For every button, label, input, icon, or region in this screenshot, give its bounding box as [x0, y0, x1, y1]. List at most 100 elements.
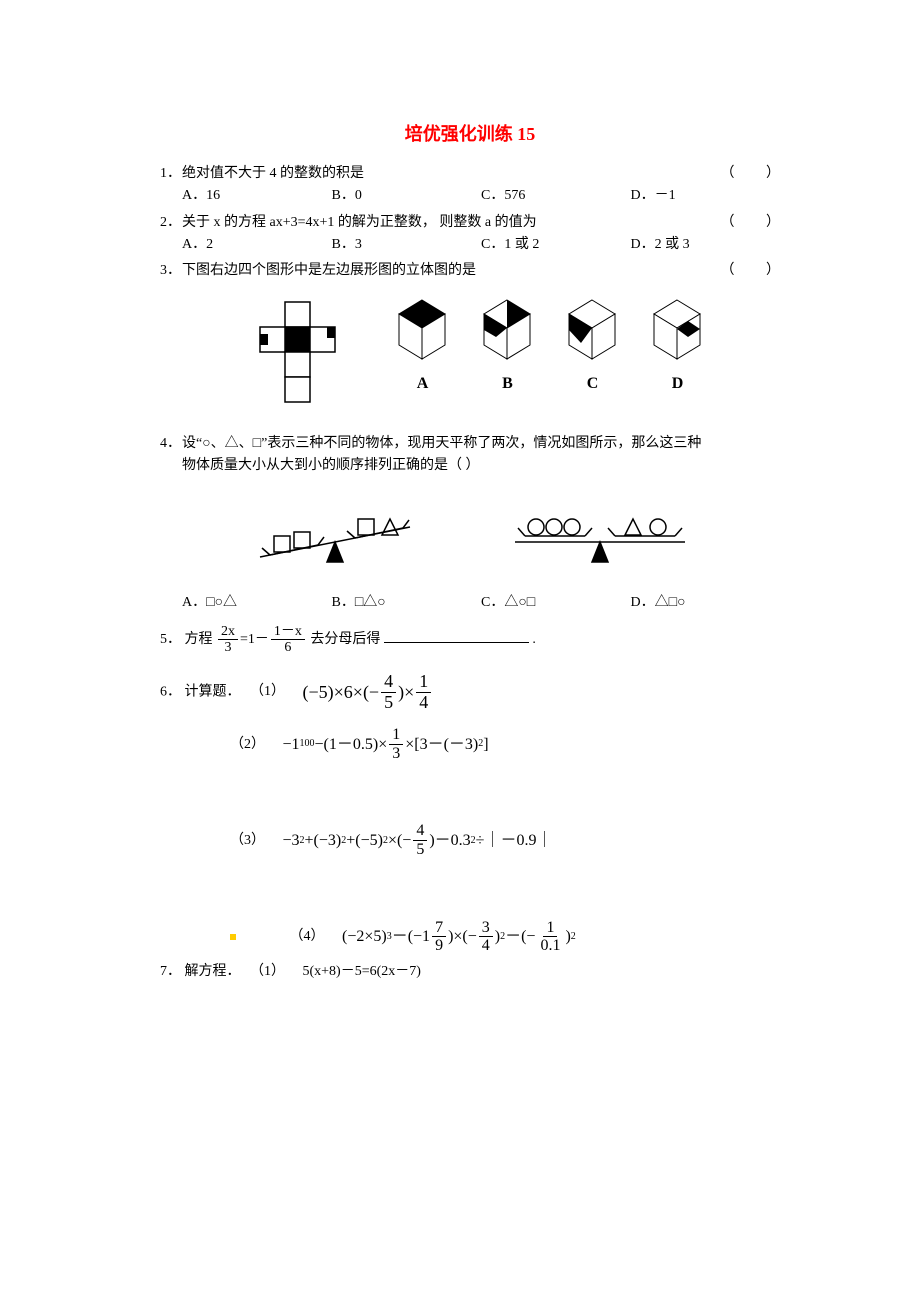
- q6p4-f2d: 4: [479, 937, 493, 955]
- q6p2-a: −1: [283, 732, 300, 758]
- q7-label: 解方程．: [185, 964, 241, 979]
- q4-number: 4．: [160, 433, 182, 455]
- cube-d: [650, 297, 705, 367]
- q6p2-expr: −1100 −(1－0.5)× 13 ×[3－(－3)2 ]: [283, 726, 489, 762]
- q2-opt-d: D．2 或 3: [631, 234, 781, 256]
- cube-a: [395, 297, 450, 367]
- question-4: 4． 设“○、△、□”表示三种不同的物体，现用天平称了两次，情况如图所示，那么这…: [160, 433, 780, 614]
- q6p3-f: ÷｜－0.9｜: [476, 828, 553, 854]
- q7p1-expr: 5(x+8)－5=6(2x－7): [303, 964, 421, 979]
- q6p1-f1d: 5: [381, 693, 396, 713]
- q6p4-f2n: 3: [479, 919, 493, 938]
- cube-d-label: D: [672, 371, 684, 397]
- q6p4-f1d: 9: [432, 937, 446, 955]
- q4-opt-d: D．△□○: [631, 592, 781, 614]
- q6p1-label: （1）: [250, 684, 285, 699]
- q5-blank: [384, 628, 529, 643]
- q5-mid: =1－: [240, 629, 269, 651]
- question-5: 5． 方程 2x 3 =1－ 1－x 6 去分母后得 .: [160, 624, 780, 656]
- q5-number: 5．: [160, 632, 181, 647]
- q5-suffix1: 去分母后得: [310, 632, 380, 647]
- q1-opt-b: B．0: [332, 185, 482, 207]
- q4-line1: 设“○、△、□”表示三种不同的物体，现用天平称了两次，情况如图所示，那么这三种: [182, 433, 780, 455]
- q6p3: （3） −32 +(−3)2 +(−5)2 ×(− 45 )－0.32 ÷｜－0…: [230, 822, 780, 858]
- q4-line2: 物体质量大小从大到小的顺序排列正确的是（ ）: [160, 455, 780, 477]
- q2-blank: （ ）: [721, 212, 781, 234]
- q6p4-a: (−2×5): [342, 924, 387, 950]
- q6p3-fn: 4: [413, 822, 427, 841]
- q6p3-fd: 5: [413, 841, 427, 859]
- cube-b-label: B: [502, 371, 513, 397]
- q6p3-a: −3: [283, 828, 300, 854]
- q6p4-label: （4）: [290, 929, 325, 944]
- q5-frac1: 2x 3: [218, 624, 238, 656]
- q4-opt-a: A．□○△: [182, 592, 332, 614]
- q6p3-expr: −32 +(−3)2 +(−5)2 ×(− 45 )－0.32 ÷｜－0.9｜: [283, 822, 553, 858]
- q1-opt-c: C．576: [481, 185, 631, 207]
- question-2: 2． 关于 x 的方程 ax+3=4x+1 的解为正整数， 则整数 a 的值为 …: [160, 212, 780, 257]
- net-figure: [235, 297, 365, 407]
- q6p2-fd: 3: [389, 745, 403, 763]
- q6p4-f3n: 1: [543, 919, 557, 938]
- yellow-marker: [230, 934, 236, 940]
- q6p3-c: +(−5): [346, 828, 383, 854]
- q6p1-f1n: 4: [381, 672, 396, 693]
- cube-c-label: C: [587, 371, 599, 397]
- q6p4-ex3: 2: [571, 929, 576, 945]
- cube-c: [565, 297, 620, 367]
- q6p2-b: −(1－0.5)×: [315, 732, 388, 758]
- q5-f2-den: 6: [281, 640, 294, 655]
- q6p2-c: ×[3－(－3): [405, 732, 478, 758]
- question-7: 7． 解方程． （1） 5(x+8)－5=6(2x－7): [160, 961, 780, 983]
- q6p1-f2d: 4: [416, 693, 431, 713]
- q6p2-label: （2）: [230, 737, 265, 752]
- q6p2-exp: 100: [300, 736, 315, 752]
- q5-f1-den: 3: [222, 640, 235, 655]
- q6p3-b: +(−3): [305, 828, 342, 854]
- q6p4-c: )×(−: [448, 924, 477, 950]
- question-1: 1． 绝对值不大于 4 的整数的积是 （ ） A．16 B．0 C．576 D．…: [160, 163, 780, 208]
- q3-blank: （ ）: [721, 260, 781, 282]
- q4-opt-b: B．□△○: [332, 592, 482, 614]
- q2-text: 关于 x 的方程 ax+3=4x+1 的解为正整数， 则整数 a 的值为: [182, 212, 721, 234]
- q6p4: （4） (−2×5)3 －(−1 79 )×(− 34 )2 －(− 10.1 …: [230, 919, 780, 955]
- q7p1-label: （1）: [250, 964, 285, 979]
- q6-number: 6．: [160, 684, 181, 699]
- q6p3-label: （3）: [230, 833, 265, 848]
- page-title: 培优强化训练 15: [160, 120, 780, 149]
- q7-number: 7．: [160, 964, 181, 979]
- q3-number: 3．: [160, 260, 182, 282]
- q5-suffix2: .: [532, 632, 536, 647]
- q1-number: 1．: [160, 163, 182, 185]
- q2-number: 2．: [160, 212, 182, 234]
- balance-2: [500, 492, 700, 572]
- question-3: 3． 下图右边四个图形中是左边展形图的立体图的是 （ ）: [160, 260, 780, 406]
- q2-opt-b: B．3: [332, 234, 482, 256]
- balance-1: [240, 492, 430, 572]
- q6p4-f1n: 7: [432, 919, 446, 938]
- q6p1-f2n: 1: [416, 672, 431, 693]
- q6p3-d: ×(−: [388, 828, 411, 854]
- q6p4-expr: (−2×5)3 －(−1 79 )×(− 34 )2 －(− 10.1 )2: [342, 919, 576, 955]
- q5-frac2: 1－x 6: [271, 624, 305, 656]
- q1-blank: （ ）: [721, 163, 781, 185]
- cube-b: [480, 297, 535, 367]
- q3-text: 下图右边四个图形中是左边展形图的立体图的是: [182, 260, 721, 282]
- q2-opt-a: A．2: [182, 234, 332, 256]
- q1-opt-a: A．16: [182, 185, 332, 207]
- q6p1-a: (−5)×6×(−: [303, 678, 380, 707]
- q6p2: （2） −1100 −(1－0.5)× 13 ×[3－(－3)2 ]: [230, 726, 780, 762]
- q6-label: 计算题．: [185, 684, 241, 699]
- q6p1-expr: (−5)×6×(− 45 )× 14: [303, 672, 434, 713]
- q2-opt-c: C．1 或 2: [481, 234, 631, 256]
- q6p4-b: －(−1: [392, 924, 430, 950]
- q5-prefix: 方程: [185, 632, 213, 647]
- q6p2-fn: 1: [389, 726, 403, 745]
- question-6: 6． 计算题． （1） (−5)×6×(− 45 )× 14: [160, 672, 780, 713]
- q5-f2-num: 1－x: [271, 624, 305, 640]
- q6p4-e: －(−: [505, 924, 535, 950]
- q5-f1-num: 2x: [218, 624, 238, 640]
- cube-a-label: A: [417, 371, 429, 397]
- q1-text: 绝对值不大于 4 的整数的积是: [182, 163, 721, 185]
- q6p3-e: )－0.3: [429, 828, 470, 854]
